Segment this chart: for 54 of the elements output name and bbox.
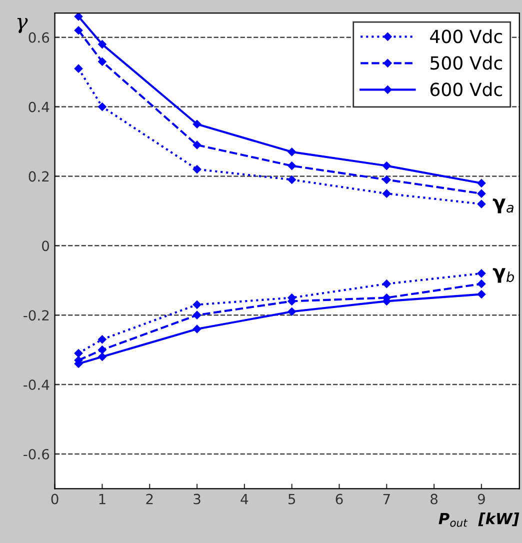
point xyxy=(288,176,296,184)
y-tick-label: 0 xyxy=(42,240,50,252)
point xyxy=(74,13,83,21)
point xyxy=(192,120,202,128)
point xyxy=(192,300,202,309)
x-axis-title: P$_{out}$ [kW] xyxy=(438,512,520,527)
annotation: γ$_{a}$ xyxy=(492,198,514,214)
point xyxy=(288,162,296,170)
point xyxy=(98,346,106,354)
point xyxy=(382,176,391,184)
y-tick-label: -0.4 xyxy=(24,380,50,390)
y-tick-label: -0.6 xyxy=(24,448,50,460)
y-tick-label: 0.6 xyxy=(28,32,50,43)
point xyxy=(98,102,106,111)
point xyxy=(192,324,202,334)
point xyxy=(382,189,391,198)
point xyxy=(74,349,83,358)
x-tick-label: 3 xyxy=(194,494,200,504)
y-axis-title: γ xyxy=(17,18,28,34)
y-tick-label: 0.4 xyxy=(28,102,50,112)
x-tick-label: 2 xyxy=(146,494,153,504)
point xyxy=(477,290,486,298)
x-tick-label: 9 xyxy=(478,494,485,504)
y-tick-label: 0.2 xyxy=(28,171,49,182)
x-tick-label: 5 xyxy=(288,494,296,504)
x-tick-label: 6 xyxy=(336,494,343,504)
point xyxy=(288,148,296,156)
annotation: γ$_{b}$ xyxy=(492,268,514,283)
x-tick-label: 1 xyxy=(99,494,106,504)
point xyxy=(98,352,106,361)
point xyxy=(477,189,486,198)
point xyxy=(74,64,83,73)
point xyxy=(192,140,202,150)
x-tick-label: 4 xyxy=(240,494,248,504)
point xyxy=(477,200,486,208)
point xyxy=(98,335,106,344)
point xyxy=(192,310,202,320)
y-tick-label: -0.2 xyxy=(24,310,49,321)
x-tick-label: 0 xyxy=(51,494,58,504)
legend-label: 600 Vdc xyxy=(430,82,502,96)
point xyxy=(477,179,486,188)
point xyxy=(382,280,391,288)
legend-label: 500 Vdc xyxy=(430,56,502,70)
point xyxy=(288,307,296,316)
point xyxy=(477,280,486,288)
x-tick-label: 7 xyxy=(383,494,390,504)
point xyxy=(98,58,106,66)
point xyxy=(382,162,391,170)
point xyxy=(192,165,202,174)
legend-label: 400 Vdc xyxy=(430,29,502,44)
point xyxy=(477,269,486,278)
point xyxy=(98,40,106,48)
x-tick-label: 8 xyxy=(430,494,438,504)
point xyxy=(74,26,83,35)
